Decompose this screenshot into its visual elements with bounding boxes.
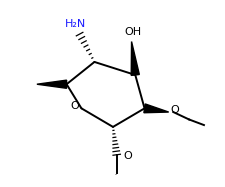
Text: H₂N: H₂N — [65, 19, 86, 29]
Polygon shape — [143, 104, 168, 113]
Polygon shape — [37, 80, 66, 88]
Text: OH: OH — [123, 27, 140, 37]
Text: O: O — [70, 102, 79, 111]
Text: O: O — [123, 151, 131, 161]
Text: O: O — [170, 105, 178, 115]
Text: OCH₃: OCH₃ — [114, 174, 118, 175]
Polygon shape — [131, 42, 139, 75]
